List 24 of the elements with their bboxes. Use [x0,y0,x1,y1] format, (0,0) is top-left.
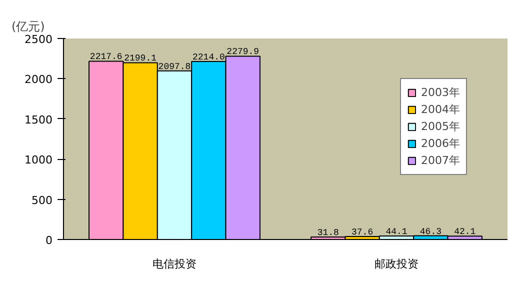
legend-label: 2007年 [421,153,460,168]
legend-label: 2004年 [421,102,460,117]
data-label: 2097.8 [158,62,191,72]
legend-label: 2006年 [421,136,460,151]
data-label: 37.6 [352,227,374,238]
data-label: 2217.6 [90,52,122,62]
data-label: 42.1 [454,227,476,238]
data-label: 2199.1 [124,54,157,64]
legend-label: 2003年 [421,85,460,100]
y-tick-label: 0 [46,234,52,247]
data-label: 44.1 [386,226,408,237]
data-label: 46.3 [420,226,442,237]
y-tick-label: 500 [32,194,53,207]
data-label: 31.8 [317,228,339,238]
x-tick-label: 电信投资 [152,258,196,270]
data-label: 2279.9 [226,47,260,58]
x-tick-label: 邮政投资 [374,258,418,270]
y-axis-title: (亿元) [12,20,45,34]
data-label: 2214.0 [192,52,225,62]
y-tick-label: 2500 [24,33,53,46]
y-tick-label: 1500 [24,113,53,126]
legend-label: 2005年 [421,119,460,134]
y-tick-label: 1000 [24,154,53,167]
y-tick-label: 2000 [24,73,53,86]
